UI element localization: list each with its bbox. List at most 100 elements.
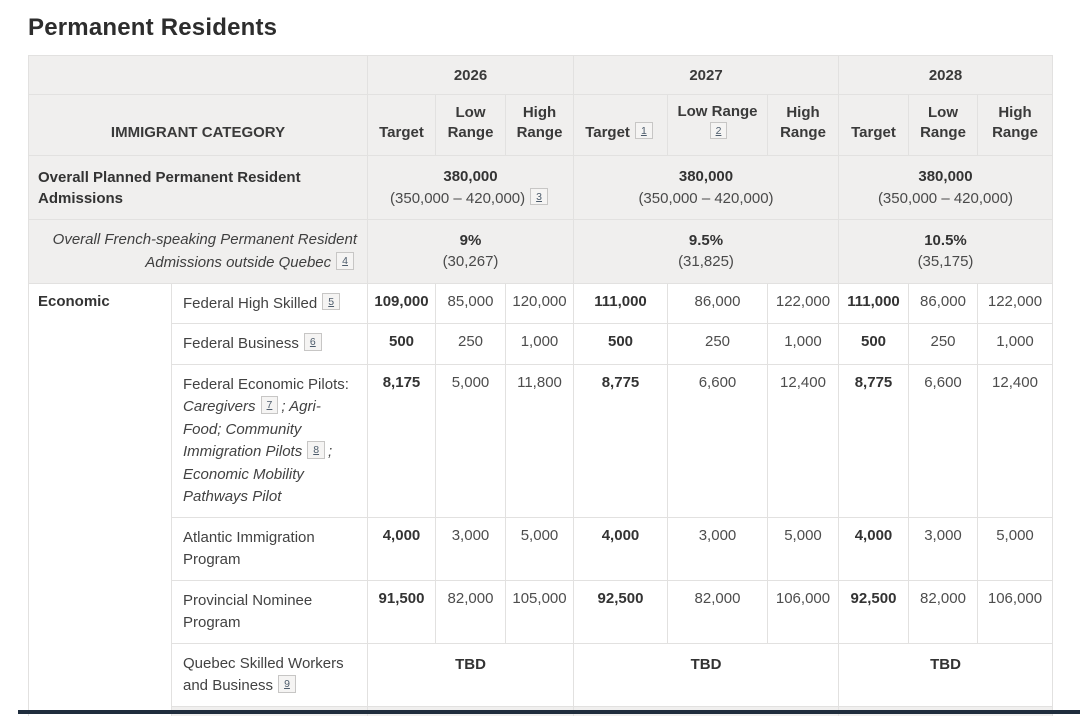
overall-2026-target: 380,000 [443,167,498,185]
footnote-link-4[interactable]: 4 [336,252,354,270]
federal-business-text: Federal Business [183,335,299,352]
page-title: Permanent Residents [28,14,278,41]
target-header-2028: Target [838,94,909,156]
fb-2027-high: 1,000 [767,323,839,365]
overall-2026-range-text: (350,000 – 420,000) [390,189,526,207]
immigration-levels-table: 2026 2027 2028 IMMIGRANT CATEGORY Target… [28,55,1053,716]
fep-embp-text: ; Economic Mobility Pathways Pilot [183,443,333,505]
fep-2027-target: 8,775 [573,363,668,518]
bottom-divider [18,710,1080,714]
target-label: Target [585,123,630,141]
footnote-link-3[interactable]: 3 [530,187,548,205]
french-2026-count: (30,267) [442,253,499,271]
federal-high-skilled-label: Federal High Skilled 5 [171,282,368,324]
fb-2028-low: 250 [908,323,978,365]
overall-2028-target: 380,000 [918,167,973,185]
aip-2026-low: 3,000 [435,516,506,581]
footnote-link-2[interactable]: 2 [709,121,728,140]
pnp-2027-high: 106,000 [767,579,839,644]
footnote-link-5[interactable]: 5 [322,292,341,310]
fb-2026-target: 500 [367,323,436,365]
fhs-2028-high: 122,000 [977,282,1053,324]
french-2027-cell: 9.5% (31,825) [573,219,839,284]
footnote-link-9[interactable]: 9 [278,675,296,693]
french-2028-cell: 10.5% (35,175) [838,219,1053,284]
atlantic-immigration-row: Atlantic Immigration Program 4,000 3,000… [29,516,1053,581]
quebec-2026-tbd: TBD [367,642,574,707]
french-speaking-row: Overall French-speaking Permanent Reside… [28,219,1053,284]
aip-2026-high: 5,000 [505,516,574,581]
aip-2027-low: 3,000 [667,516,768,581]
fb-2027-target: 500 [573,323,668,365]
aip-2027-high: 5,000 [767,516,839,581]
overall-2026-range: (350,000 – 420,000) 3 [372,187,569,210]
low-range-label: Low Range [677,102,758,120]
pnp-2027-low: 82,000 [667,579,768,644]
high-range-header-2026: High Range [505,94,574,156]
target-header-2027: Target 1 [573,94,668,156]
year-header-2026: 2026 [367,55,574,95]
fep-2027-high: 12,400 [767,363,839,518]
fhs-2028-low: 86,000 [908,282,978,324]
fhs-2027-low: 86,000 [667,282,768,324]
overall-2028-range: (350,000 – 420,000) [877,189,1014,207]
fep-2026-high: 11,800 [505,363,574,518]
overall-admissions-row: Overall Planned Permanent Resident Admis… [28,155,1053,220]
low-range-header-2028: Low Range [908,94,978,156]
aip-2026-target: 4,000 [367,516,436,581]
footnote-link-7[interactable]: 7 [260,396,279,414]
pnp-2026-low: 82,000 [435,579,506,644]
footnote-link-6[interactable]: 6 [303,333,322,351]
aip-2028-high: 5,000 [977,516,1053,581]
federal-economic-pilots-row: Federal Economic Pilots: Caregivers 7; Ag… [29,363,1053,518]
fep-2026-low: 5,000 [435,363,506,518]
federal-high-skilled-row: Economic Federal High Skilled 5 109,000 8… [28,282,1053,716]
french-speaking-label-text: Overall French-speaking Permanent Reside… [52,231,357,272]
footnote-link-1[interactable]: 1 [634,121,653,140]
quebec-skilled-label: Quebec Skilled Workers and Business 9 [171,642,368,707]
aip-2028-target: 4,000 [838,516,909,581]
overall-admissions-label: Overall Planned Permanent Resident Admis… [28,155,368,220]
quebec-skilled-text: Quebec Skilled Workers and Business [183,654,344,695]
federal-business-row: Federal Business 6 500 250 1,000 500 250 … [29,323,1053,365]
fep-pilots-text: ; Agri-Food; Community Immigration Pilot… [183,398,321,460]
overall-2026-cell: 380,000 (350,000 – 420,000) 3 [367,155,574,220]
overall-2027-target: 380,000 [678,167,734,185]
aip-2027-target: 4,000 [573,516,668,581]
pnp-2026-target: 91,500 [367,579,436,644]
column-header-row: IMMIGRANT CATEGORY Target Low Range High… [28,94,1053,156]
fhs-2026-high: 120,000 [505,282,574,324]
fep-2028-target: 8,775 [838,363,909,518]
fb-2026-low: 250 [435,323,506,365]
fb-2026-high: 1,000 [505,323,574,365]
fb-2028-high: 1,000 [977,323,1053,365]
provincial-nominee-label: Provincial Nominee Program [171,579,368,644]
french-2028-count: (35,175) [917,253,974,271]
high-range-header-2027: High Range [767,94,839,156]
low-range-header-2027: Low Range2 [667,94,768,156]
french-2027-count: (31,825) [678,253,734,271]
pnp-2027-target: 92,500 [573,579,668,644]
corner-cell [28,55,368,95]
fep-prefix-text: Federal Economic Pilots: [183,375,349,393]
atlantic-immigration-label: Atlantic Immigration Program [171,516,368,581]
fep-2028-high: 12,400 [977,363,1053,518]
french-2028-pct: 10.5% [924,231,967,249]
fep-caregivers-text: Caregivers [183,398,256,415]
aip-2028-low: 3,000 [908,516,978,581]
quebec-2027-tbd: TBD [573,642,839,707]
federal-business-label: Federal Business 6 [171,323,368,365]
provincial-nominee-row: Provincial Nominee Program 91,500 82,000… [29,579,1053,644]
fep-2028-low: 6,600 [908,363,978,518]
french-2027-pct: 9.5% [688,231,724,249]
footnote-link-8[interactable]: 8 [307,441,326,459]
federal-high-skilled-text: Federal High Skilled [183,294,318,312]
fhs-2026-low: 85,000 [435,282,506,324]
federal-economic-pilots-label: Federal Economic Pilots: Caregivers 7; Ag… [171,363,368,518]
overall-2027-cell: 380,000 (350,000 – 420,000) [573,155,839,220]
fb-2027-low: 250 [667,323,768,365]
french-2026-pct: 9% [459,231,482,249]
fhs-2027-high: 122,000 [767,282,839,324]
fhs-2028-target: 111,000 [838,282,909,324]
